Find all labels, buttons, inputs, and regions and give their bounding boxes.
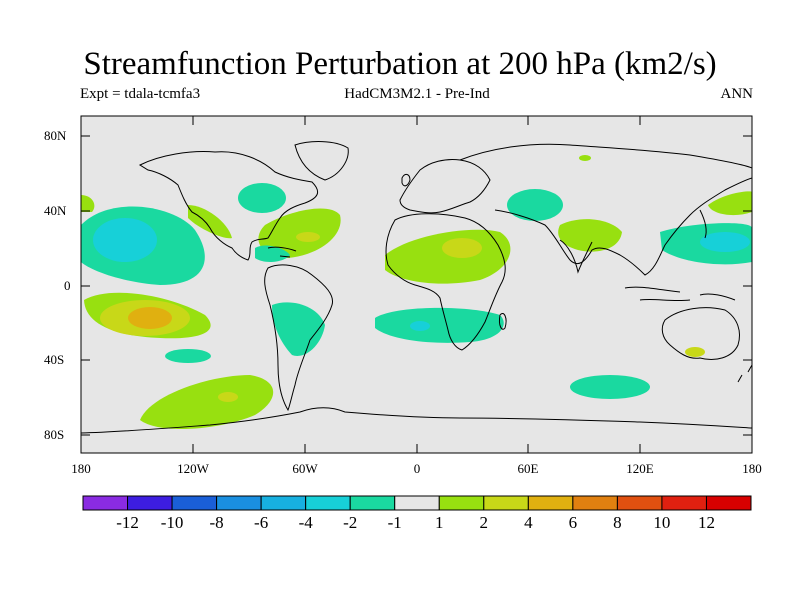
colorbar-label: 4: [524, 513, 533, 532]
lat-label-80s: 80S: [44, 427, 65, 442]
coast-europe: [399, 159, 491, 214]
contour-neg-southern: [570, 375, 650, 399]
contour-pos-nw-pacific: [708, 191, 752, 216]
colorbar-swatch: [483, 495, 529, 511]
contour-neg-npacific-core: [93, 218, 157, 262]
colorbar-label: -1: [387, 513, 402, 532]
lat-label-0: 0: [64, 278, 71, 293]
colorbar-label: 12: [697, 513, 715, 532]
colorbar-label: 8: [613, 513, 622, 532]
colorbar-label: 10: [653, 513, 671, 532]
contour-pos-epacific-core: [128, 307, 172, 329]
colorbar-label: -4: [298, 513, 313, 532]
contour-pos-atlantic-core: [296, 232, 320, 242]
contour-pos-asia: [558, 219, 622, 252]
colorbar-label: 2: [479, 513, 489, 532]
contour-neg-spacific: [165, 349, 211, 363]
lat-label-80n: 80N: [44, 128, 67, 143]
coastlines: [81, 141, 752, 434]
coast-japan: [699, 209, 707, 239]
coast-asia: [459, 143, 752, 276]
colorbar-label: 1: [435, 513, 444, 532]
lon-label-180e: 180: [742, 461, 762, 476]
model-label: HadCM3M2.1 - Pre-Ind: [344, 86, 490, 102]
contour-neg-caribbean: [255, 245, 290, 262]
contour-neg-europe: [507, 189, 563, 221]
contour-pos-arctic: [579, 155, 591, 161]
colorbar-swatch: [260, 495, 307, 511]
lon-label-60e: 60E: [517, 461, 539, 476]
colorbar-swatch: [349, 495, 396, 511]
colorbar-swatch: [438, 495, 485, 511]
coast-south-america: [264, 264, 334, 412]
experiment-label: Expt = tdala-tcmfa3: [80, 86, 201, 102]
colorbar: [82, 495, 752, 511]
coast-uk: [401, 173, 411, 187]
colorbar-label: 6: [568, 513, 578, 532]
contour-neg-npacific-west-core: [700, 232, 750, 252]
season-label: ANN: [720, 86, 754, 102]
coast-greenland: [294, 141, 349, 181]
contour-fields: [81, 155, 752, 430]
coast-madagascar: [499, 313, 507, 330]
coast-australia: [661, 307, 740, 360]
colorbar-label: -2: [343, 513, 358, 532]
contour-pos-ne-atlantic: [81, 195, 95, 212]
coast-indonesia: [624, 286, 736, 302]
lat-label-40s: 40S: [44, 352, 65, 367]
colorbar-swatch: [171, 495, 218, 511]
lon-label-180w: 180: [71, 461, 91, 476]
colorbar-swatch: [394, 495, 440, 511]
lon-label-120w: 120W: [177, 461, 209, 476]
contour-neg-atlantic: [258, 208, 341, 258]
contour-neg-satlantic-core: [410, 321, 430, 331]
lon-label-60w: 60W: [292, 461, 318, 476]
contour-pos-southern: [140, 375, 274, 430]
contour-neg-samerica: [272, 302, 325, 356]
colorbar-label: -8: [209, 513, 224, 532]
coast-antarctica: [81, 407, 752, 434]
plot-title: Streamfunction Perturbation at 200 hPa (…: [83, 46, 717, 82]
colorbar-label: -10: [160, 513, 184, 532]
lon-label-0: 0: [413, 461, 421, 476]
colorbar-swatch: [616, 495, 663, 511]
colorbar-swatch: [305, 495, 351, 511]
colorbar-swatch: [127, 495, 173, 511]
coast-new-zealand: [737, 364, 752, 383]
colorbar-swatch: [216, 495, 262, 511]
lat-label-40n: 40N: [44, 203, 67, 218]
contour-pos-australia: [685, 347, 705, 357]
coast-india: [559, 239, 593, 274]
coast-africa: [385, 213, 506, 351]
colorbar-label: -12: [116, 513, 139, 532]
contour-neg-canada: [238, 183, 286, 213]
contour-pos-mexico: [188, 205, 232, 239]
contour-pos-southern-core: [218, 392, 238, 402]
colorbar-swatch: [82, 495, 129, 511]
lon-label-120e: 120E: [626, 461, 654, 476]
colorbar-label: -6: [254, 513, 269, 532]
axis-ticks: [81, 116, 752, 453]
coast-caribbean: [267, 246, 297, 258]
colorbar-swatch: [705, 495, 752, 511]
coast-north-america: [138, 151, 319, 261]
colorbar-swatch: [661, 495, 707, 511]
colorbar-swatch: [527, 495, 574, 511]
colorbar-swatch: [572, 495, 618, 511]
contour-neg-satlantic: [375, 307, 504, 343]
contour-pos-africa-core: [442, 238, 482, 258]
